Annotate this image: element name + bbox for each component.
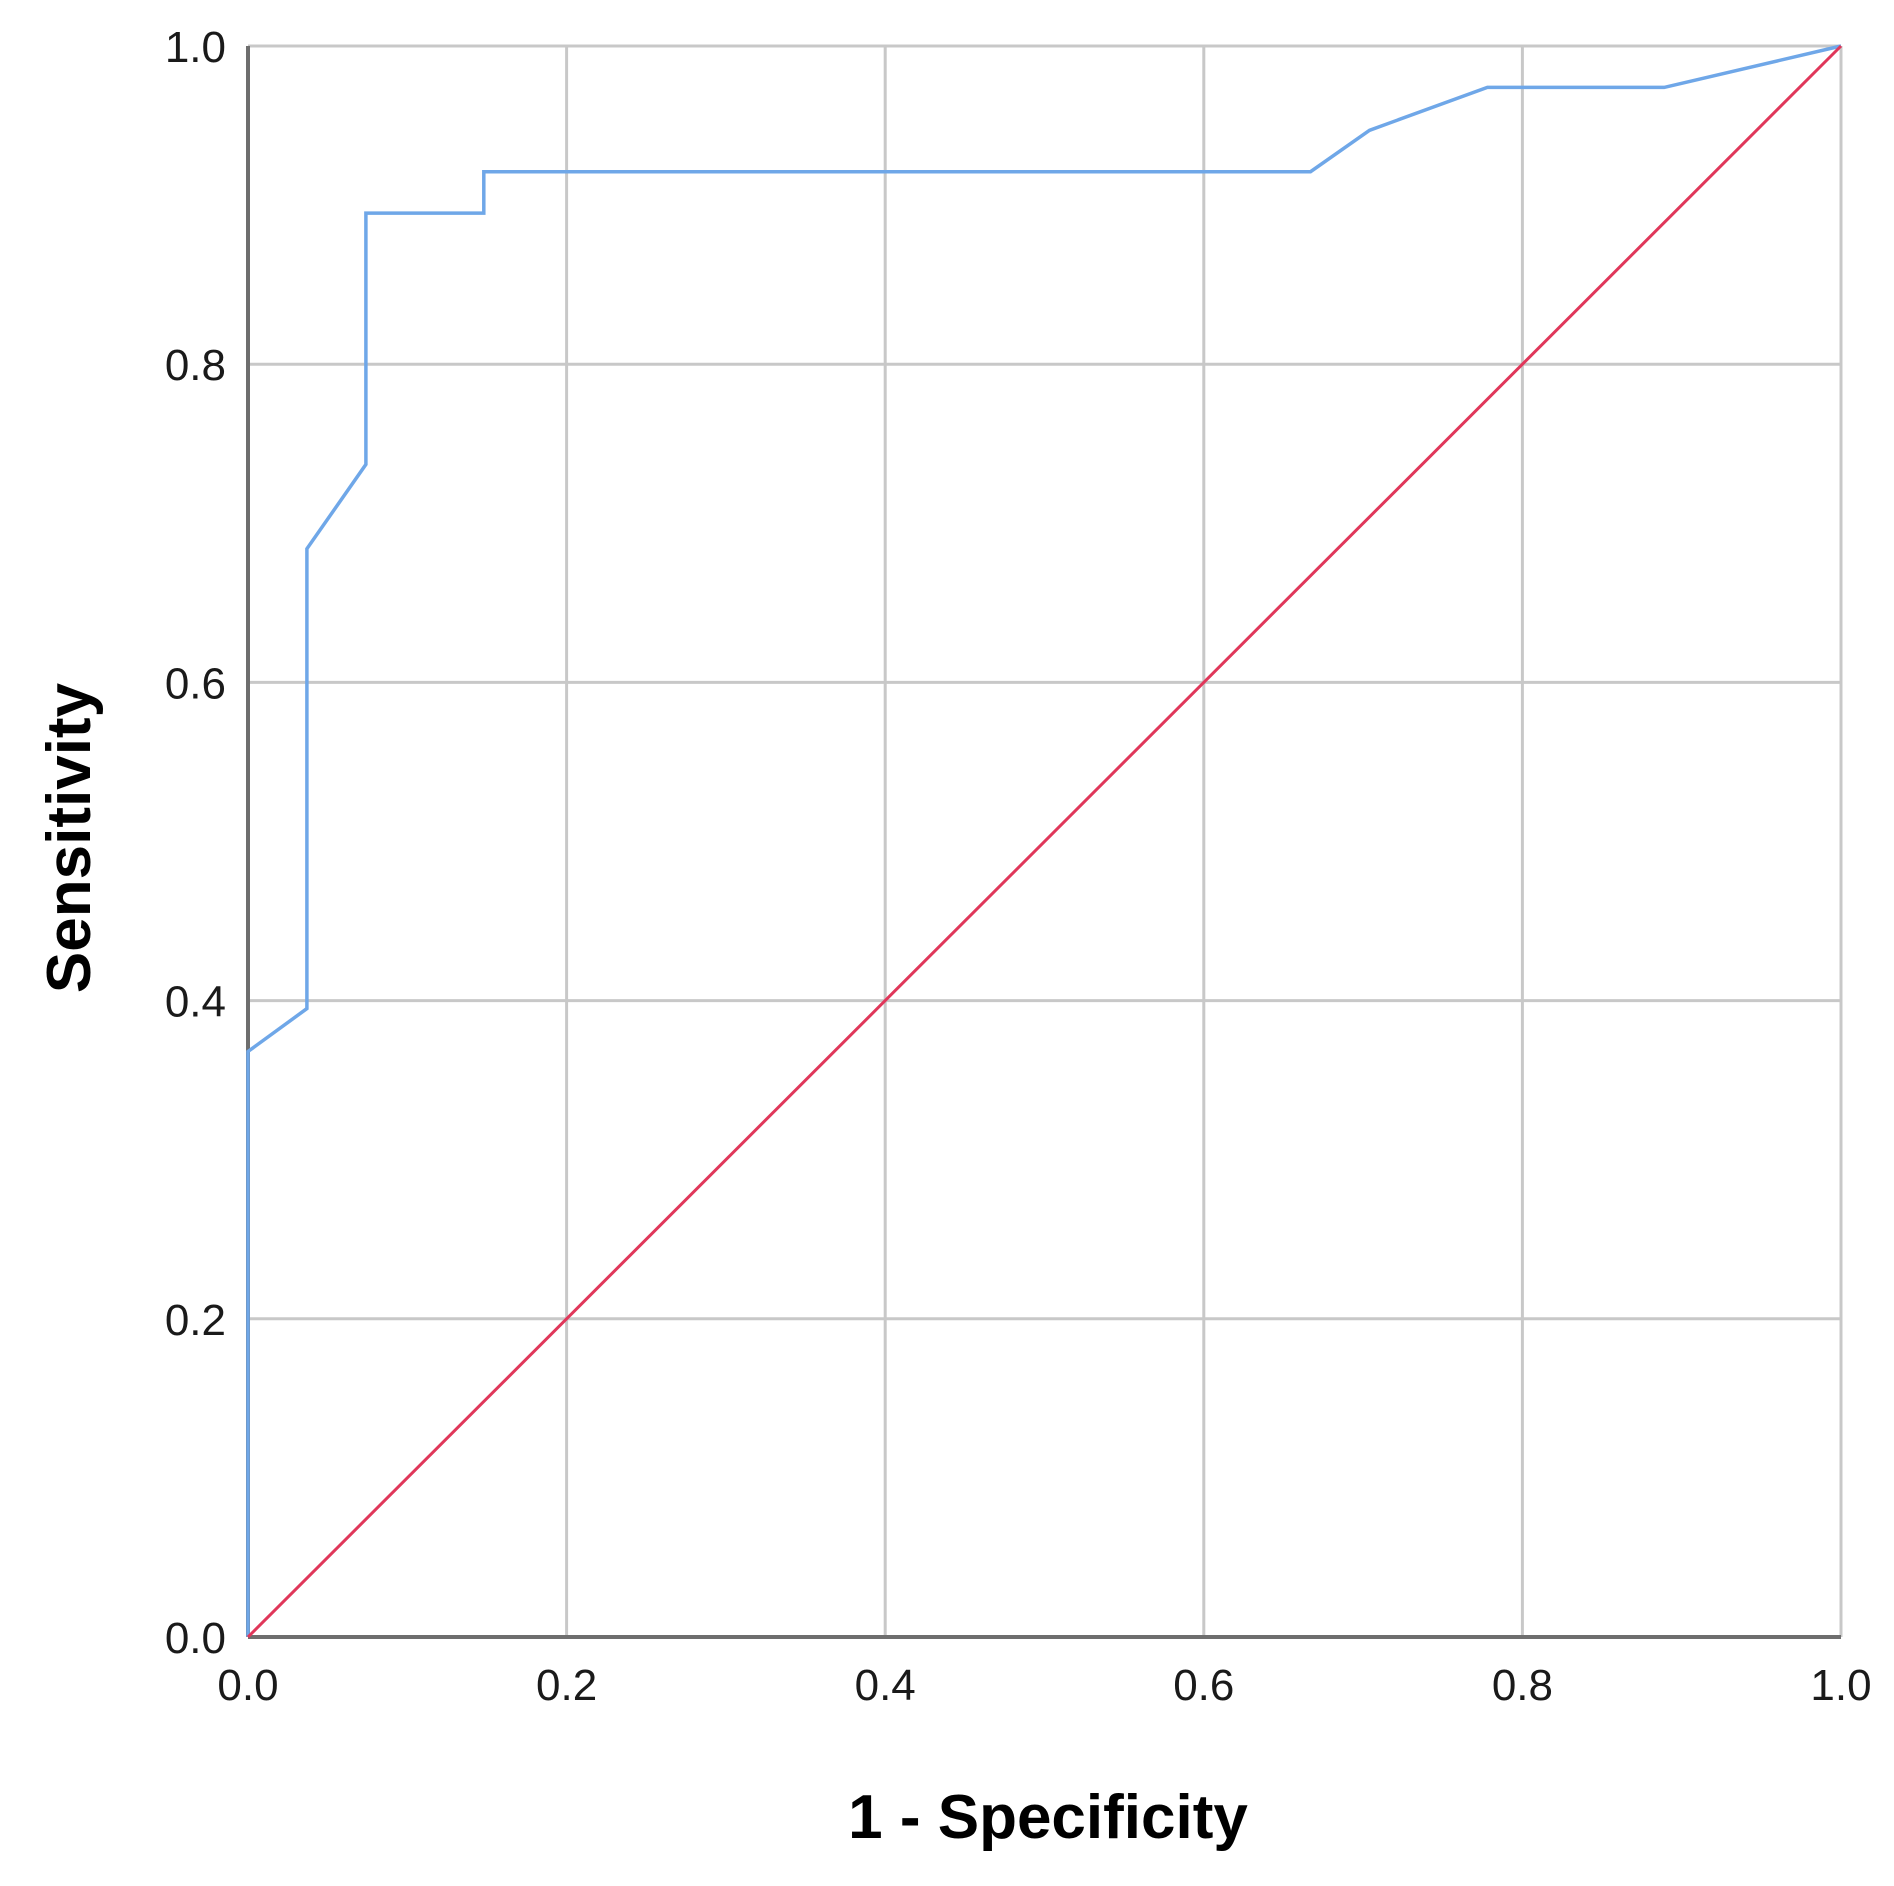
y-tick-label: 0.4 bbox=[165, 978, 226, 1027]
x-tick-label: 0.0 bbox=[217, 1661, 278, 1710]
x-tick-label: 0.8 bbox=[1492, 1661, 1553, 1710]
grid bbox=[246, 44, 1843, 1639]
y-tick-label: 0.8 bbox=[165, 341, 226, 390]
x-tick-label: 1.0 bbox=[1810, 1661, 1871, 1710]
y-axis-title: Sensitivity bbox=[35, 682, 104, 993]
y-tick-label: 0.6 bbox=[165, 659, 226, 708]
y-tick-label: 1.0 bbox=[165, 23, 226, 72]
reference-diagonal-line bbox=[246, 44, 1843, 1639]
roc-curve-line bbox=[246, 44, 1842, 1637]
x-tick-label: 0.6 bbox=[1173, 1661, 1234, 1710]
x-tick-label: 0.2 bbox=[536, 1661, 597, 1710]
tick-labels: 0.0 0.2 0.4 0.6 0.8 1.0 0.0 0.2 0.4 0.6 0.8 1.0 bbox=[165, 23, 1872, 1710]
x-axis-title: 1 - Specificity bbox=[848, 1783, 1248, 1852]
x-tick-label: 0.4 bbox=[855, 1661, 916, 1710]
y-tick-label: 0.2 bbox=[165, 1296, 226, 1345]
y-tick-label: 0.0 bbox=[165, 1614, 226, 1663]
series-layer bbox=[246, 44, 1843, 1639]
